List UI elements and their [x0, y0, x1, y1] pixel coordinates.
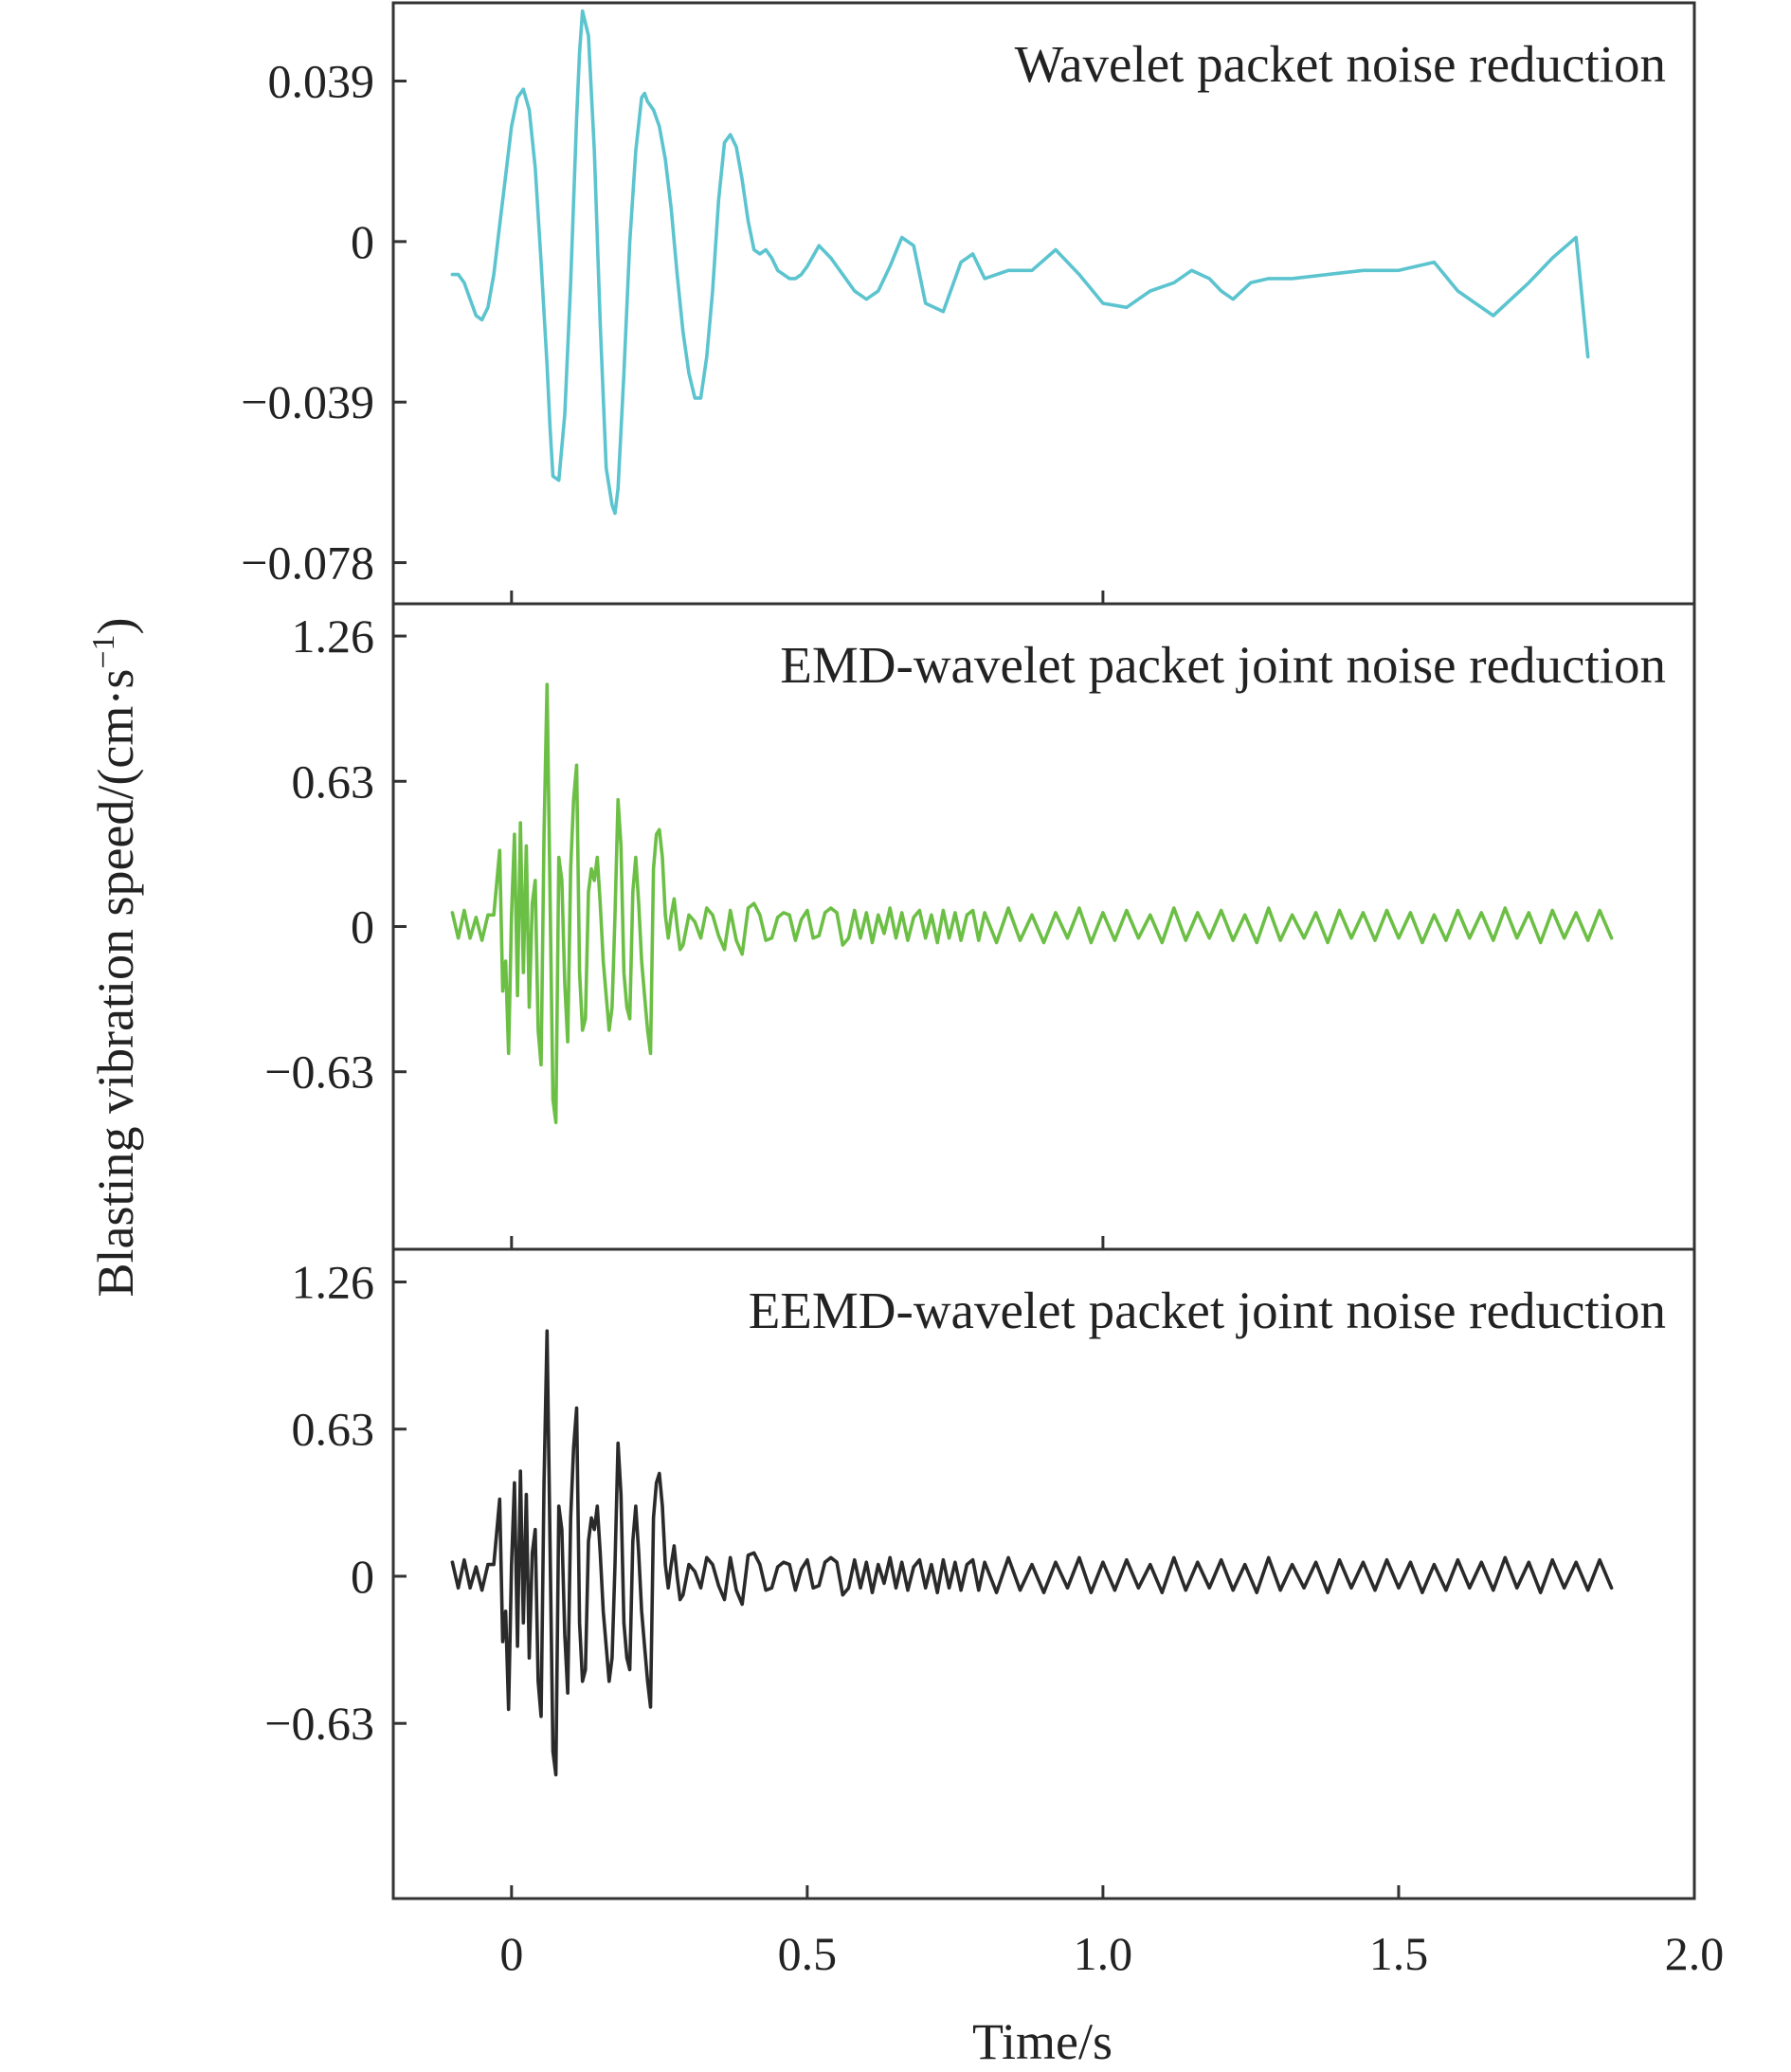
panel-3-frame: [391, 1247, 1696, 1900]
panel-2-y-tick-label: −0.63: [264, 1045, 374, 1099]
panel-3-y-tick-label: 0: [351, 1550, 374, 1603]
y-axis-label: Blasting vibration speed/(cm·s−1): [86, 617, 144, 1297]
x-tick-label: 0: [499, 1927, 523, 1980]
panel-2-title: EMD-wavelet packet joint noise reduction: [780, 636, 1666, 694]
panel-2: 1.26 0.63 0 −0.63 EMD-wavelet packet joint n…: [264, 602, 1696, 1251]
panel-1-y-tick-label: −0.078: [241, 536, 374, 590]
x-tick-label: 1.5: [1369, 1927, 1429, 1980]
panel-1: 0.039 0 −0.039 −0.078 Wavelet packet noise r…: [241, 1, 1696, 606]
panel-3: 1.26 0.63 0 −0.63 EEMD-wavelet packet joint …: [264, 1247, 1696, 1900]
panel-2-series-line: [450, 682, 1614, 1124]
panel-3-title: EEMD-wavelet packet joint noise reductio…: [749, 1281, 1666, 1339]
panel-1-title: Wavelet packet noise reduction: [1015, 35, 1666, 93]
panel-1-y-tick-label: 0.039: [268, 55, 375, 108]
x-axis: 0 0.5 1.0 1.5 2.0: [499, 1927, 1724, 1980]
panel-1-frame: [391, 1, 1696, 606]
panel-1-y-tick-label: −0.039: [241, 375, 374, 428]
y-axis-label-exponent: −1: [86, 634, 121, 668]
panel-2-y-tick-label: 0.63: [292, 754, 375, 808]
x-tick-label: 1.0: [1074, 1927, 1133, 1980]
y-axis-label-main: Blasting vibration speed/(cm·s: [87, 669, 144, 1298]
y-axis-label-close: ): [87, 617, 144, 634]
panel-1-series-line: [450, 9, 1590, 516]
panel-2-y-tick-label: 0: [351, 900, 374, 954]
x-axis-label: Time/s: [972, 2013, 1113, 2070]
panel-3-y-tick-label: 1.26: [292, 1255, 375, 1308]
x-tick-label: 0.5: [778, 1927, 838, 1980]
chart-panels: 0.039 0 −0.039 −0.078 Wavelet packet noise r…: [241, 1, 1696, 1900]
panel-3-y-tick-label: 0.63: [292, 1403, 375, 1456]
panel-3-y-tick-label: −0.63: [264, 1697, 374, 1750]
panel-1-y-tick-label: 0: [351, 215, 374, 268]
panel-2-y-tick-label: 1.26: [292, 609, 375, 663]
x-tick-label: 2.0: [1665, 1927, 1725, 1980]
panel-3-series-line: [450, 1329, 1614, 1777]
